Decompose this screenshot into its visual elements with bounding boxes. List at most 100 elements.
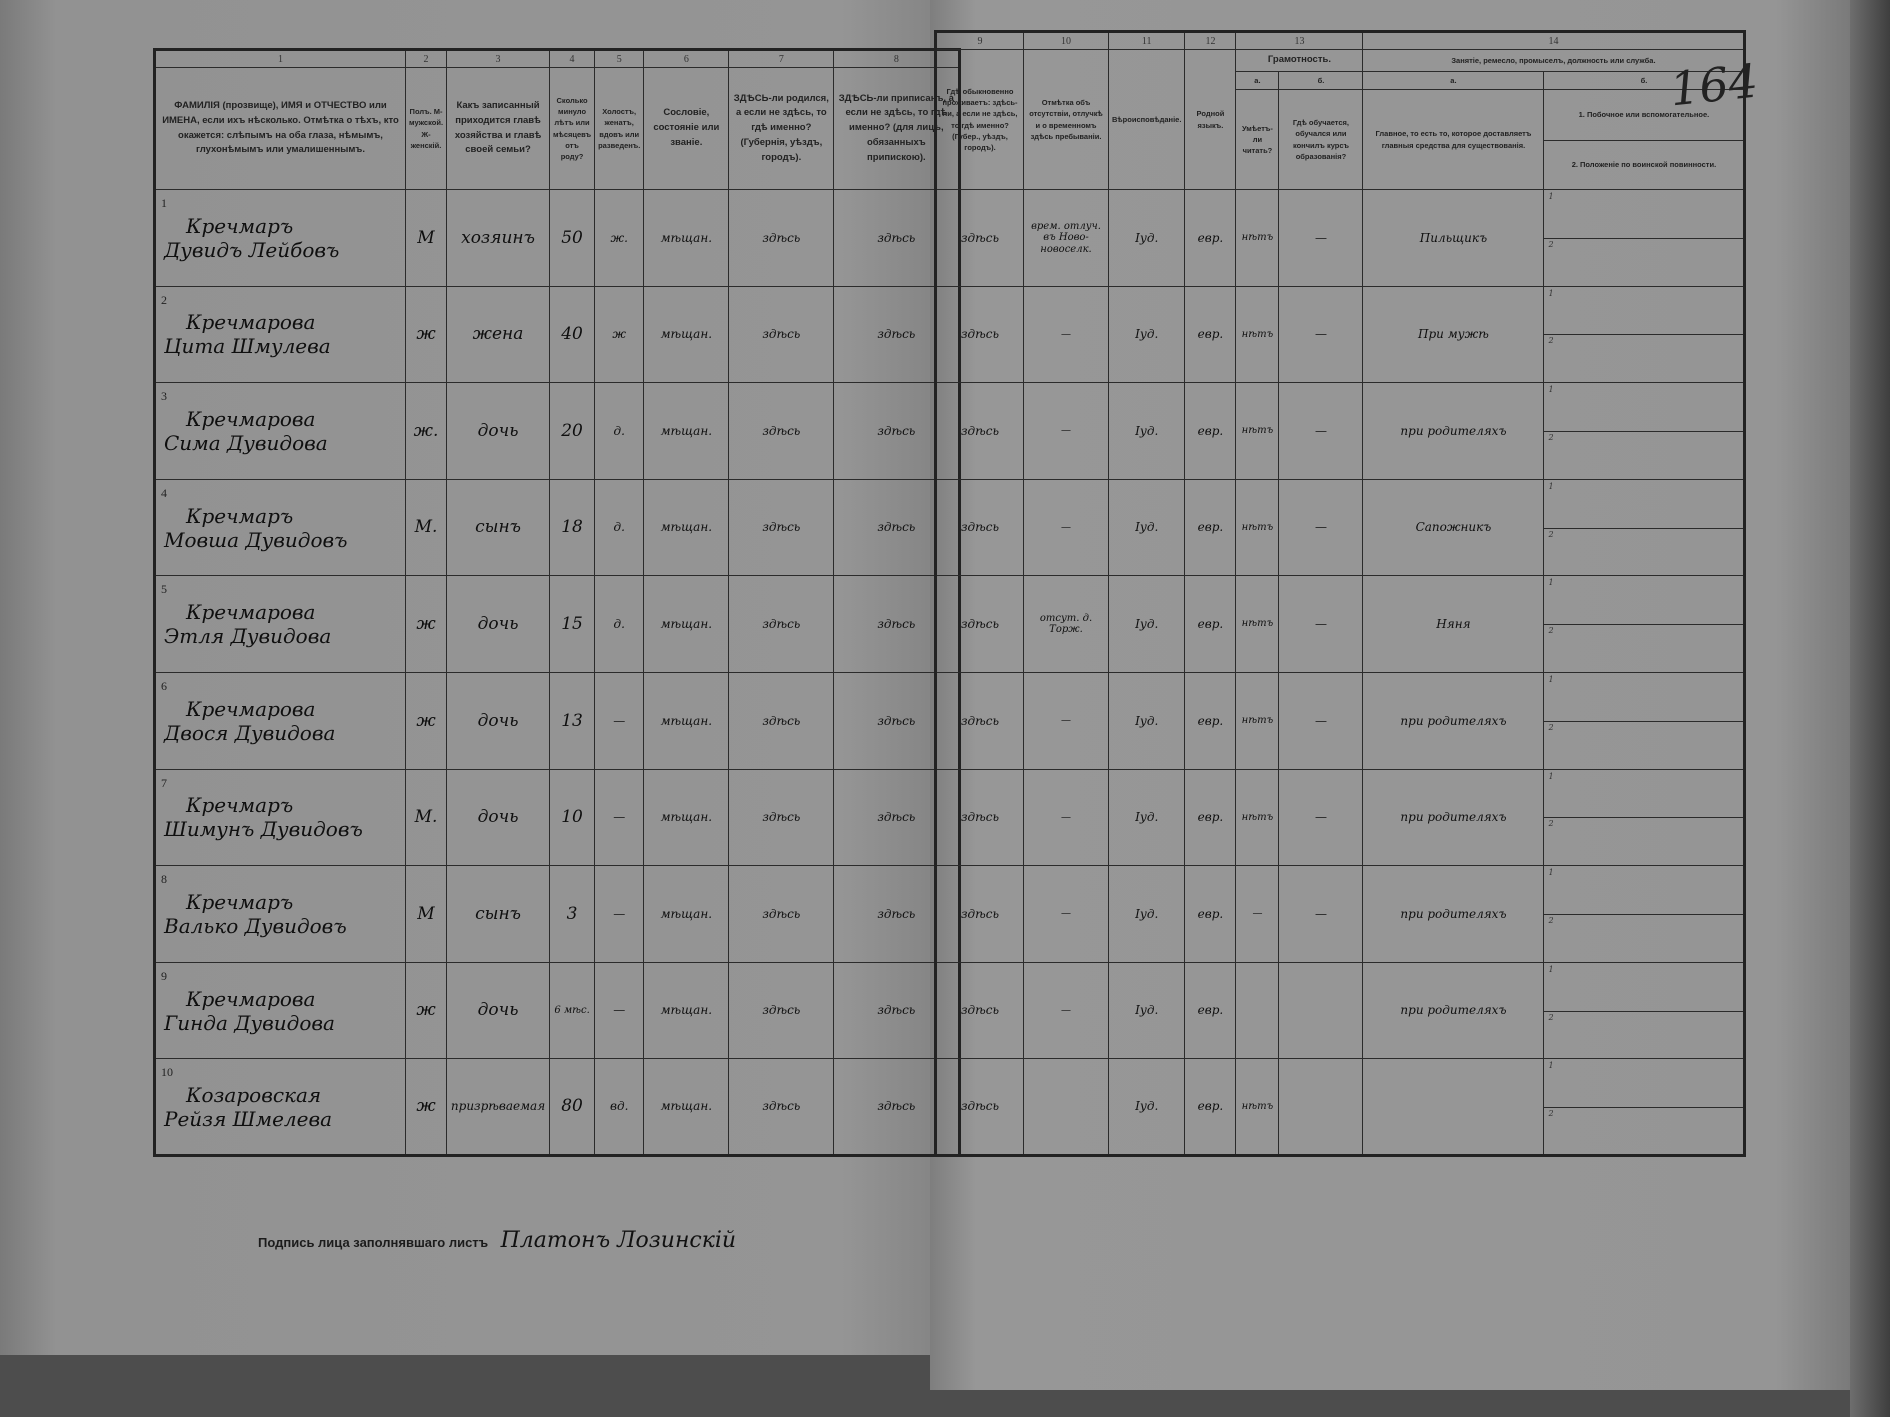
birthplace: здѣсь: [728, 189, 835, 287]
estate: мѣщан.: [643, 671, 730, 770]
can-read: нѣтъ: [1235, 189, 1280, 287]
military-status: 2: [1545, 721, 1744, 768]
marital-status: —: [594, 768, 645, 867]
education: —: [1278, 478, 1364, 577]
age: 15: [549, 575, 596, 673]
signature-line: Подпись лица заполнявшаго листъ Платонъ …: [258, 1228, 736, 1253]
header-education: Гдѣ обучается, обучался или кончилъ курс…: [1278, 89, 1364, 190]
estate: мѣщан.: [643, 961, 730, 1060]
table-row: здѣсь — Iуд. евр. при родителяхъ 1 2: [935, 961, 1746, 1060]
birthplace: здѣсь: [728, 671, 835, 770]
table-row: здѣсь врем. отлуч. въ Ново-новоселк. Iуд. е…: [935, 189, 1746, 287]
sex: М.: [404, 478, 448, 577]
secondary-occupation: 1: [1544, 384, 1744, 432]
main-occupation: при родителяхъ: [1362, 382, 1545, 480]
residence: здѣсь: [935, 961, 1024, 1060]
age: 80: [549, 1058, 596, 1156]
residence: здѣсь: [935, 285, 1024, 384]
header-secondary-occupation: 1. Побочное или вспомогательное.: [1544, 91, 1744, 141]
estate: мѣщан.: [643, 382, 730, 480]
secondary-occupation: 1: [1544, 867, 1744, 915]
given-name: Гинда Дувидова: [164, 1010, 335, 1035]
secondary-occupation: 1: [1544, 480, 1744, 529]
col-number: 13: [1235, 31, 1364, 50]
military-status: 2: [1545, 238, 1744, 285]
surname: Кречмаръ: [186, 213, 294, 238]
can-read: нѣтъ: [1235, 285, 1280, 384]
age: 10: [549, 768, 596, 867]
age: 18: [549, 478, 596, 577]
table-row: 3 Кречмарова Сима Дувидова ж. дочь 20 д. мѣщан.…: [154, 382, 961, 480]
given-name: Дувидъ Лейбовъ: [164, 237, 340, 262]
marital-status: ж.: [594, 189, 645, 287]
relation: сынъ: [446, 865, 551, 963]
table-row: здѣсь — Iуд. евр. нѣтъ — при родителяхъ 1 2: [935, 768, 1746, 867]
sub-label: 1: [1548, 674, 1554, 684]
relation: дочь: [446, 575, 551, 673]
marital-status: —: [594, 671, 645, 770]
row-number: 2: [161, 292, 167, 307]
main-occupation: [1362, 1058, 1545, 1156]
military-status: 2: [1545, 528, 1744, 575]
surname: Кречмаръ: [186, 793, 294, 818]
absence-note: —: [1023, 865, 1109, 963]
sub-label: 1: [1548, 771, 1554, 781]
marital-status: д.: [594, 382, 645, 480]
sex: ж.: [404, 382, 448, 480]
education: —: [1278, 575, 1364, 673]
native-language: евр.: [1184, 382, 1237, 480]
sex: М: [404, 865, 448, 963]
education: [1278, 1058, 1364, 1156]
table-row: здѣсь — Iуд. евр. нѣтъ — при родителяхъ 1 2: [935, 671, 1746, 770]
page-number-handwritten: 164: [1667, 53, 1761, 117]
sub-label: 2: [1548, 239, 1554, 249]
signature: Платонъ Лозинскій: [500, 1228, 737, 1253]
sub-label: 2: [1548, 626, 1554, 636]
marital-status: вд.: [594, 1058, 645, 1156]
sex: ж: [404, 1058, 448, 1156]
table-row: 10 Козаровская Рейзя Шмелева ж призрѣваемая 8…: [154, 1058, 961, 1156]
native-language: евр.: [1184, 768, 1237, 867]
sub-label: 2: [1548, 722, 1554, 732]
sub-label: 2: [1548, 529, 1554, 539]
birthplace: здѣсь: [728, 865, 835, 963]
age: 20: [549, 382, 596, 480]
table-row: 4 Кречмаръ Мовша Дувидовъ М. сынъ 18 д. мѣщан. з…: [154, 478, 961, 577]
age: 50: [549, 189, 596, 287]
name-cell: 5 Кречмарова Этля Дувидова: [154, 575, 406, 673]
table-row: здѣсь отсут. д. Торж. Iуд. евр. нѣтъ — Няня 1 2: [935, 575, 1746, 673]
given-name: Шимунъ Дувидовъ: [164, 817, 363, 842]
col-number: 6: [643, 49, 730, 68]
main-occupation: при родителяхъ: [1362, 768, 1545, 867]
census-table-right: 9 10 11 12 13 14 Гдѣ обыкновенно прожива…: [934, 30, 1747, 1157]
given-name: Сима Дувидова: [164, 430, 328, 455]
header-relation: Какъ записанный приходится главѣ хозяйст…: [446, 67, 551, 190]
residence: здѣсь: [935, 768, 1024, 867]
sex: ж: [404, 961, 448, 1060]
name-cell: 10 Козаровская Рейзя Шмелева: [154, 1058, 406, 1156]
sex: ж: [404, 671, 448, 770]
can-read: нѣтъ: [1235, 575, 1280, 673]
education: —: [1278, 671, 1364, 770]
name-cell: 9 Кречмарова Гинда Дувидова: [154, 961, 406, 1060]
signature-label: Подпись лица заполнявшаго листъ: [258, 1235, 489, 1250]
secondary-occupation: 1: [1544, 190, 1744, 239]
relation: хозяинъ: [446, 189, 551, 287]
absence-note: —: [1023, 382, 1109, 480]
can-read: —: [1235, 865, 1280, 963]
header-absence: Отмѣтка объ отсутствіи, отлучкѣ и о врем…: [1023, 49, 1109, 190]
header-name: ФАМИЛІЯ (прозвище), ИМЯ и ОТЧЕСТВО или И…: [154, 67, 406, 190]
header-can-read: Умѣетъ-ли читать?: [1235, 89, 1280, 190]
col-number: 11: [1107, 31, 1186, 50]
col-number: 5: [594, 49, 645, 68]
birthplace: здѣсь: [728, 382, 835, 480]
name-cell: 4 Кречмаръ Мовша Дувидовъ: [154, 478, 406, 577]
estate: мѣщан.: [643, 189, 730, 287]
secondary-occupation: 1: [1544, 287, 1744, 336]
